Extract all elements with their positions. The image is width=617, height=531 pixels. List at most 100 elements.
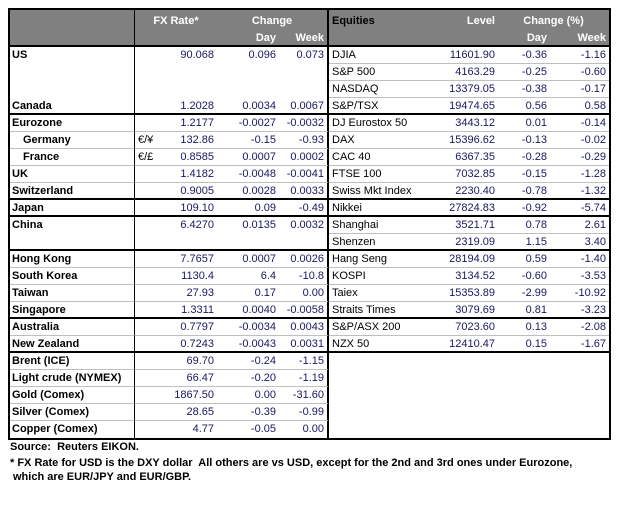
equity-day-cell: -0.60 bbox=[498, 268, 550, 285]
fx-rate-cell: 1.2177 bbox=[135, 115, 217, 132]
header-spacer bbox=[10, 30, 135, 47]
fx-day-cell: -0.0043 bbox=[217, 336, 279, 353]
equity-label-cell bbox=[329, 370, 442, 387]
equity-label-cell: NZX 50 bbox=[329, 336, 442, 353]
equity-day-cell: 0.81 bbox=[498, 302, 550, 319]
equity-week-cell bbox=[550, 421, 609, 438]
fx-rate-cell: 4.77 bbox=[192, 423, 214, 435]
equity-label-cell bbox=[329, 404, 442, 421]
fx-week-cell: -0.0058 bbox=[279, 302, 329, 319]
equity-level-cell: 28194.09 bbox=[442, 251, 498, 268]
level-header: Level bbox=[442, 10, 498, 30]
fx-week-cell: -0.0032 bbox=[279, 115, 329, 132]
equity-week-cell: -1.40 bbox=[550, 251, 609, 268]
fx-rate-header: FX Rate* bbox=[135, 10, 217, 30]
equity-week-cell: -1.67 bbox=[550, 336, 609, 353]
fx-week-cell: 0.00 bbox=[279, 285, 329, 302]
equity-level-cell: 27824.83 bbox=[442, 200, 498, 217]
equity-label-cell: FTSE 100 bbox=[329, 166, 442, 183]
footnote-line-2: which are EUR/JPY and EUR/GBP. bbox=[13, 471, 192, 483]
fx-day-cell: 0.0034 bbox=[217, 98, 279, 115]
equity-level-cell: 3134.52 bbox=[442, 268, 498, 285]
equity-day-cell bbox=[498, 353, 550, 370]
fx-rate-cell: 66.47 bbox=[135, 370, 217, 387]
fx-label-cell bbox=[10, 234, 135, 251]
equity-level-cell: 19474.65 bbox=[442, 98, 498, 115]
equity-day-cell: 0.15 bbox=[498, 336, 550, 353]
fx-day-cell: 0.0007 bbox=[217, 251, 279, 268]
fx-rate-cell: 28.65 bbox=[135, 404, 217, 421]
fx-week-cell: -0.93 bbox=[279, 132, 329, 149]
equity-week-cell: -1.16 bbox=[550, 47, 609, 64]
equity-day-cell: 0.56 bbox=[498, 98, 550, 115]
equity-week-cell: -3.53 bbox=[550, 268, 609, 285]
fx-day-header: Day bbox=[217, 30, 279, 47]
equity-day-cell bbox=[498, 370, 550, 387]
fx-label-cell: Taiwan bbox=[10, 285, 135, 302]
equity-day-cell: -0.36 bbox=[498, 47, 550, 64]
fx-rate-cell: 0.7797 bbox=[135, 319, 217, 336]
fx-day-cell: 0.096 bbox=[248, 49, 276, 61]
equity-label-cell: KOSPI bbox=[329, 268, 442, 285]
fx-week-cell: -10.8 bbox=[279, 268, 329, 285]
equity-label-cell: Taiex bbox=[329, 285, 442, 302]
equity-label-cell: DAX bbox=[329, 132, 442, 149]
market-data-grid: FX Rate* Change Equities Level Change (%… bbox=[10, 10, 609, 438]
fx-label-cell: Brent (ICE) bbox=[10, 353, 135, 370]
fx-day-cell: -0.0034 bbox=[217, 319, 279, 336]
fx-label-cell: Singapore bbox=[10, 302, 135, 319]
header-spacer bbox=[135, 30, 217, 47]
fx-rate-cell: 7.7657 bbox=[135, 251, 217, 268]
fx-week-cell: -1.19 bbox=[279, 370, 329, 387]
fx-day-cell: 0.0028 bbox=[217, 183, 279, 200]
equity-label-cell: Hang Seng bbox=[329, 251, 442, 268]
fx-day-cell: 0.00 bbox=[217, 387, 279, 404]
equity-day-cell: -0.13 bbox=[498, 132, 550, 149]
equity-level-cell: 13379.05 bbox=[442, 81, 498, 98]
fx-label-cell: Light crude (NYMEX) bbox=[10, 370, 135, 387]
fx-rate-cell: 69.70 bbox=[135, 353, 217, 370]
fx-rate-cell: 1867.50 bbox=[135, 387, 217, 404]
fx-label-cell: China bbox=[10, 217, 135, 234]
fx-label-cell bbox=[10, 64, 135, 81]
fx-day-cell: -0.15 bbox=[217, 132, 279, 149]
equity-label-cell: Shanghai bbox=[329, 217, 442, 234]
fx-rate-cell: 132.86 €/¥ bbox=[135, 132, 217, 149]
equity-day-cell bbox=[498, 404, 550, 421]
change-header: Change bbox=[217, 10, 329, 30]
fx-rate-cell bbox=[135, 64, 217, 81]
equity-week-cell bbox=[550, 404, 609, 421]
fx-rate-cell: 1.3311 bbox=[135, 302, 217, 319]
equity-level-cell bbox=[442, 421, 498, 438]
equity-level-cell bbox=[442, 353, 498, 370]
equity-level-cell: 11601.90 bbox=[442, 47, 498, 64]
equity-day-cell: -0.38 bbox=[498, 81, 550, 98]
fx-rate-cell: 6.4270 bbox=[180, 219, 214, 231]
fx-day-cell: 0.09 bbox=[217, 200, 279, 217]
equity-label-cell: NASDAQ bbox=[329, 81, 442, 98]
fx-rate-cell: 90.068 bbox=[180, 49, 214, 61]
fx-week-cell: 0.0026 bbox=[279, 251, 329, 268]
equity-label-cell: Swiss Mkt Index bbox=[329, 183, 442, 200]
currency-pair-symbol: €/¥ bbox=[138, 134, 154, 146]
fx-label-cell: Germany bbox=[10, 132, 135, 149]
fx-week-cell: 0.0043 bbox=[279, 319, 329, 336]
source-note: Source: Reuters EIKON. bbox=[10, 441, 139, 453]
fx-day-cell: -0.20 bbox=[217, 370, 279, 387]
equity-level-cell: 7023.60 bbox=[442, 319, 498, 336]
equity-week-cell: -1.28 bbox=[550, 166, 609, 183]
fx-rate-cell bbox=[135, 234, 217, 251]
equity-level-cell: 3443.12 bbox=[442, 115, 498, 132]
fx-rate-cell: 1130.4 bbox=[135, 268, 217, 285]
fx-week-cell bbox=[279, 64, 329, 81]
fx-rate-cell: 0.8585 €/£ bbox=[135, 149, 217, 166]
fx-week-cell: 0.0031 bbox=[279, 336, 329, 353]
equity-level-cell: 3079.69 bbox=[442, 302, 498, 319]
fx-label-cell: US bbox=[10, 47, 135, 64]
equity-label-cell: DJ Eurostox 50 bbox=[329, 115, 442, 132]
fx-week-cell: 0.073 bbox=[279, 47, 329, 64]
fx-week-cell bbox=[279, 81, 329, 98]
fx-week-cell: -31.60 bbox=[279, 387, 329, 404]
fx-day-cell: -0.24 bbox=[217, 353, 279, 370]
equity-level-cell bbox=[442, 370, 498, 387]
